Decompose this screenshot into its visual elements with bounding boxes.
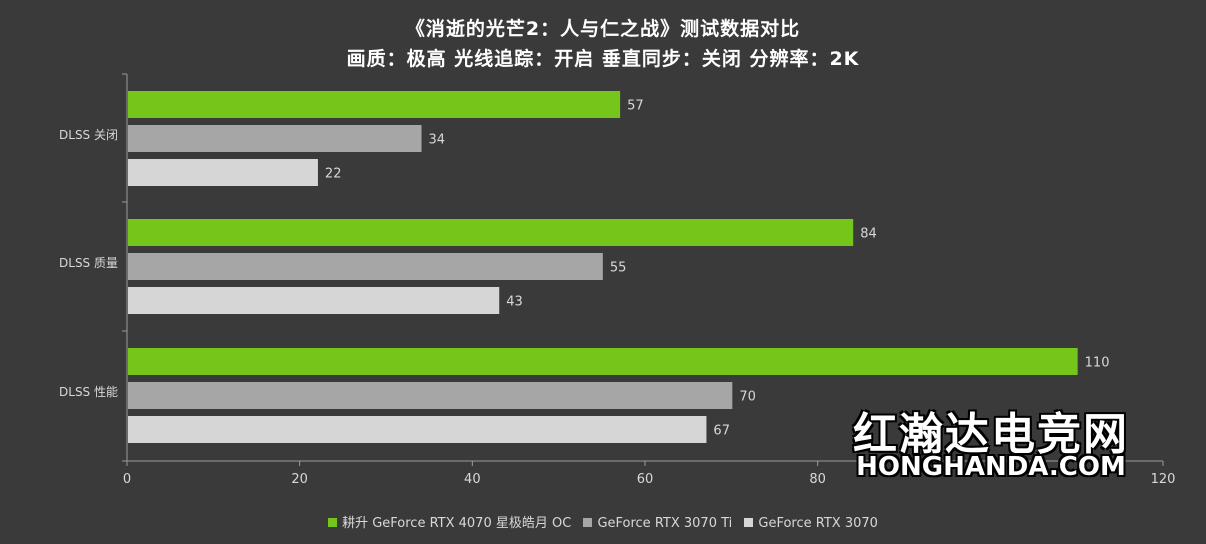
watermark-chinese: 红瀚达电竞网	[853, 409, 1129, 460]
data-label: 57	[627, 99, 644, 114]
chart-subtitle: 画质：极高 光线追踪：开启 垂直同步：关闭 分辨率：2K	[346, 48, 860, 70]
x-tick-label: 40	[464, 472, 481, 487]
watermark-url: HONGHANDA.COM	[856, 452, 1126, 482]
x-tick-label: 120	[1151, 472, 1176, 487]
bar	[128, 125, 422, 152]
bar	[128, 219, 854, 246]
x-tick-label: 60	[637, 472, 654, 487]
legend-item-2: GeForce RTX 3070	[744, 516, 878, 531]
legend-swatch	[583, 518, 593, 527]
legend-label: GeForce RTX 3070 Ti	[597, 516, 733, 531]
legend-label: 耕升 GeForce RTX 4070 星极皓月 OC	[342, 516, 572, 531]
x-tick-label: 0	[123, 472, 131, 487]
bar	[128, 159, 318, 186]
x-tick-label: 80	[809, 472, 826, 487]
data-label: 70	[739, 390, 756, 405]
bar	[128, 382, 733, 409]
legend-swatch	[328, 518, 338, 527]
x-tick-label: 20	[291, 472, 308, 487]
bar	[128, 253, 603, 280]
data-label: 22	[325, 167, 342, 182]
legend: 耕升 GeForce RTX 4070 星极皓月 OC GeForce RTX …	[0, 512, 1206, 531]
data-label: 110	[1085, 356, 1110, 371]
legend-item-1: GeForce RTX 3070 Ti	[583, 516, 732, 531]
chart-title: 《消逝的光芒2：人与仁之战》测试数据对比	[405, 18, 801, 40]
data-label: 67	[713, 424, 730, 439]
bar	[128, 416, 707, 443]
bar	[128, 348, 1078, 375]
legend-label: GeForce RTX 3070	[758, 516, 878, 531]
category-label: DLSS 性能	[59, 385, 118, 399]
bar	[128, 287, 500, 314]
data-label: 43	[506, 295, 523, 310]
data-label: 34	[429, 133, 446, 148]
category-label: DLSS 质量	[59, 256, 118, 270]
legend-item-0: 耕升 GeForce RTX 4070 星极皓月 OC	[328, 512, 571, 531]
data-label: 84	[860, 227, 877, 242]
bar	[128, 91, 621, 118]
category-label: DLSS 关闭	[59, 128, 118, 142]
legend-swatch	[744, 518, 754, 527]
data-label: 55	[610, 261, 627, 276]
